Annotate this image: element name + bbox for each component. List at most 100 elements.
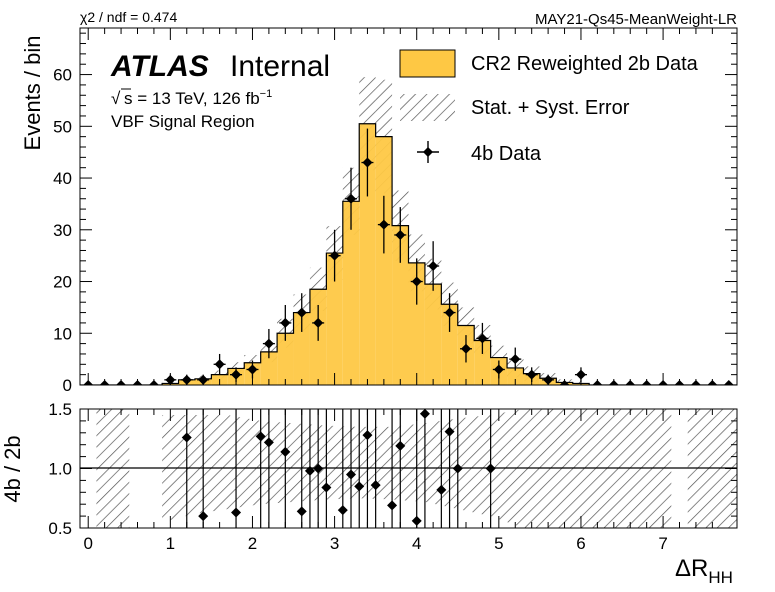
x-tick-label: 6 xyxy=(576,534,585,553)
bottom-axis: 0.5 1.0 1.5 0 1 2 3 4 5 6 7 xyxy=(48,400,737,553)
legend-bkg-swatch xyxy=(399,49,456,78)
histogram-bar xyxy=(326,253,343,385)
chi2-label: χ2 / ndf = 0.474 xyxy=(80,9,177,25)
histogram-bar xyxy=(342,201,360,385)
x-tick-label: 4 xyxy=(412,534,421,553)
x-tick-label: 3 xyxy=(330,534,339,553)
histogram-bar xyxy=(293,312,310,385)
data-point xyxy=(231,369,242,380)
legend: CR2 Reweighted 2b Data Stat. + Syst. Err… xyxy=(399,49,699,165)
internal-label: Internal xyxy=(230,50,330,83)
ratio-points xyxy=(181,409,496,528)
data-point xyxy=(280,317,291,328)
x-tick-label: 2 xyxy=(248,534,257,553)
data-point xyxy=(411,276,422,287)
ratio-point xyxy=(313,463,324,474)
ratio-point xyxy=(255,431,266,442)
ratio-point xyxy=(263,437,274,448)
ratio-point xyxy=(436,484,447,495)
ratio-point xyxy=(321,482,332,493)
data-point xyxy=(493,364,504,375)
histogram-bar xyxy=(424,284,442,385)
ratio-point xyxy=(296,506,307,517)
data-point xyxy=(313,317,324,328)
data-point xyxy=(329,250,340,261)
ratio-y-tick-label: 0.5 xyxy=(48,519,72,538)
histogram-bar xyxy=(408,262,425,385)
y-tick-label: 60 xyxy=(53,66,72,85)
data-point xyxy=(526,369,537,380)
energy-label: s = 13 TeV, 126 fb−1 xyxy=(124,88,272,108)
energy-exponent: −1 xyxy=(260,88,273,100)
ratio-point xyxy=(337,505,348,516)
x-tick-label: 0 xyxy=(83,534,92,553)
background-histogram xyxy=(80,123,737,385)
x-tick-label: 1 xyxy=(166,534,175,553)
data-point xyxy=(444,307,455,318)
histogram-bar xyxy=(375,136,393,385)
top-ylabel: Events / bin xyxy=(20,36,45,151)
y-tick-label: 0 xyxy=(63,376,72,395)
y-tick-label: 10 xyxy=(53,324,72,343)
legend-data-label: 4b Data xyxy=(471,143,542,165)
x-axis-label-subscript: HH xyxy=(708,568,733,587)
legend-err-swatch xyxy=(400,94,455,121)
data-point xyxy=(460,343,471,354)
x-tick-label: 7 xyxy=(658,534,667,553)
histogram-bar xyxy=(441,304,458,385)
data-point xyxy=(247,364,258,375)
data-point xyxy=(214,359,225,370)
ratio-point xyxy=(370,480,381,491)
legend-data-marker xyxy=(423,147,433,157)
ratio-point xyxy=(444,426,455,437)
histogram-bar xyxy=(507,367,524,385)
ratio-point xyxy=(395,440,406,451)
ratio-point xyxy=(280,446,291,457)
data-point xyxy=(510,354,521,365)
histogram-bar xyxy=(474,340,491,385)
y-tick-label: 40 xyxy=(53,169,72,188)
ratio-point xyxy=(419,409,430,419)
ratio-point xyxy=(362,430,373,441)
atlas-logo: ATLAS xyxy=(110,50,209,83)
legend-bkg-label: CR2 Reweighted 2b Data xyxy=(471,53,699,75)
tag-label: MAY21-Qs45-MeanWeight-LR xyxy=(535,11,737,28)
sqrt-symbol: √ xyxy=(111,89,121,108)
ratio-point xyxy=(346,469,357,480)
histogram-bar xyxy=(277,333,294,385)
data-point xyxy=(362,157,373,168)
ratio-point xyxy=(181,432,192,443)
ratio-point xyxy=(231,507,242,518)
legend-err-label: Stat. + Syst. Error xyxy=(471,97,630,119)
ratio-point xyxy=(387,500,398,511)
histogram-bar xyxy=(359,123,376,385)
histogram-outline xyxy=(80,123,737,385)
ratio-point xyxy=(198,511,209,522)
ratio-point xyxy=(452,463,463,474)
data-point xyxy=(346,193,357,204)
top-frame xyxy=(79,27,738,386)
top-axis: 0 10 20 30 40 50 60 xyxy=(53,28,737,395)
histogram-bar xyxy=(392,225,409,385)
y-tick-label: 20 xyxy=(53,273,72,292)
histogram-bar xyxy=(260,351,278,385)
y-tick-label: 50 xyxy=(53,117,72,136)
x-axis-label: ΔRHH xyxy=(675,555,733,587)
x-tick-label: 5 xyxy=(494,534,503,553)
ratio-y-tick-label: 1.5 xyxy=(48,400,72,419)
data-point xyxy=(395,229,406,240)
data-point xyxy=(723,380,734,385)
data-point xyxy=(428,261,439,271)
y-tick-label: 30 xyxy=(53,221,72,240)
data-point xyxy=(477,333,488,344)
region-label: VBF Signal Region xyxy=(111,112,255,131)
ratio-point xyxy=(485,463,496,474)
ratio-point xyxy=(304,465,315,476)
data-point xyxy=(378,219,389,230)
ratio-y-tick-label: 1.0 xyxy=(48,460,72,479)
data-point xyxy=(296,307,307,318)
ratio-point xyxy=(354,481,365,492)
data-point xyxy=(263,338,274,349)
bottom-ylabel: 4b / 2b xyxy=(0,435,25,502)
